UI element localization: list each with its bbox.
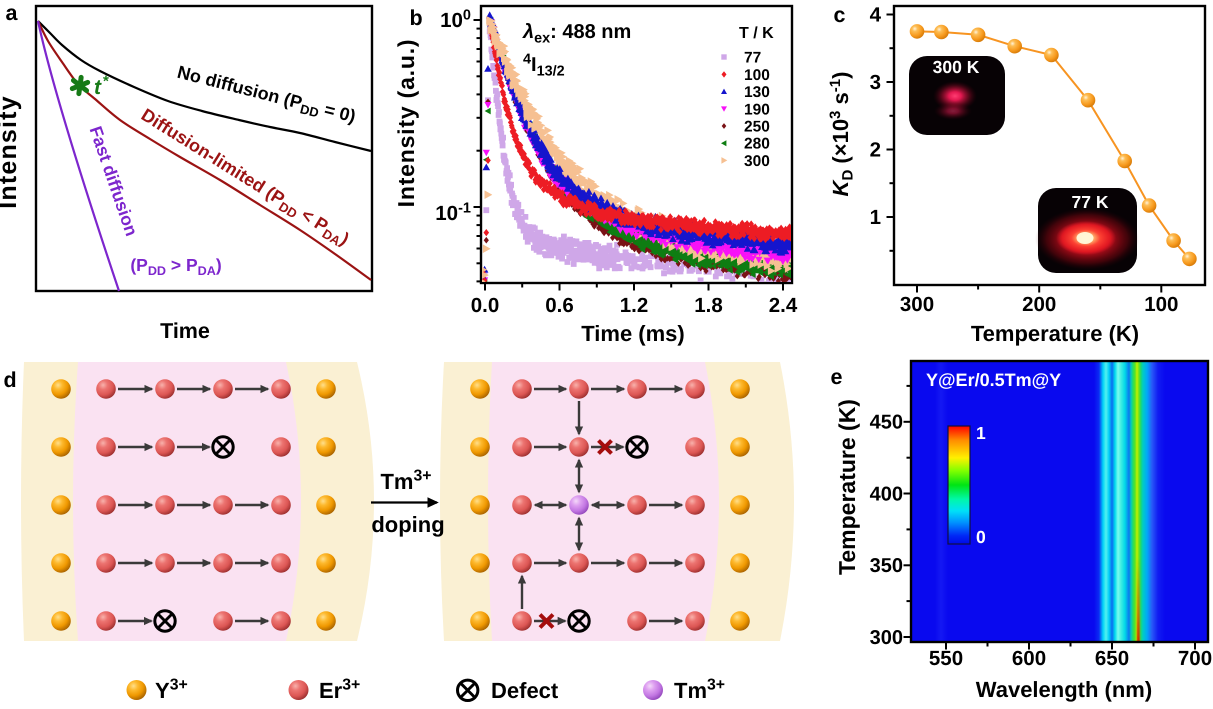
svg-text:600: 600 bbox=[1012, 647, 1046, 670]
svg-text:b: b bbox=[410, 6, 423, 30]
svg-text:1: 1 bbox=[976, 423, 986, 443]
svg-text:190: 190 bbox=[744, 101, 770, 118]
svg-text:4​I13/2​: 4​I13/2​ bbox=[523, 51, 565, 79]
svg-text:1: 1 bbox=[870, 206, 881, 229]
svg-text:Time (ms): Time (ms) bbox=[581, 321, 685, 346]
svg-text:Intensity (a.u.): Intensity (a.u.) bbox=[393, 39, 419, 208]
svg-text:0.6: 0.6 bbox=[545, 294, 574, 317]
svg-text:2.4: 2.4 bbox=[769, 294, 798, 317]
svg-text:Y3+​: Y3+​ bbox=[155, 677, 188, 703]
svg-text:0: 0 bbox=[976, 527, 986, 547]
svg-text:700: 700 bbox=[1178, 647, 1212, 670]
svg-text:*: * bbox=[103, 73, 109, 90]
svg-text:1.8: 1.8 bbox=[694, 294, 723, 317]
svg-text:Intensity: Intensity bbox=[0, 95, 22, 209]
svg-text:KD​ (×103​ s-1​): KD​ (×103​ s-1​) bbox=[827, 72, 857, 197]
svg-text:300 K: 300 K bbox=[933, 57, 980, 77]
svg-text:Time: Time bbox=[160, 319, 210, 343]
svg-text:1.2: 1.2 bbox=[620, 294, 649, 317]
svg-text:Y@Er/0.5Tm@Y: Y@Er/0.5Tm@Y bbox=[926, 370, 1061, 390]
svg-text:Tm3+​: Tm3+​ bbox=[674, 677, 725, 703]
svg-text:400: 400 bbox=[870, 483, 903, 505]
svg-text:Defect: Defect bbox=[491, 678, 559, 703]
svg-text:4: 4 bbox=[870, 4, 882, 27]
svg-text:300: 300 bbox=[744, 153, 770, 170]
svg-text:c: c bbox=[834, 3, 846, 27]
svg-text:77 K: 77 K bbox=[1072, 192, 1109, 212]
svg-text:Tm3+​: Tm3+​ bbox=[380, 468, 431, 494]
svg-text:Temperature (K): Temperature (K) bbox=[971, 321, 1139, 346]
svg-text:350: 350 bbox=[870, 555, 903, 577]
svg-text:550: 550 bbox=[929, 647, 963, 670]
svg-text:650: 650 bbox=[1095, 647, 1129, 670]
svg-text:300: 300 bbox=[870, 627, 903, 649]
svg-text:a: a bbox=[6, 1, 19, 25]
svg-text:Temperature (K): Temperature (K) bbox=[834, 399, 860, 575]
svg-text:Er3+​: Er3+​ bbox=[319, 677, 360, 703]
svg-text:77: 77 bbox=[744, 50, 761, 67]
svg-text:(PDD​ > PDA​): (PDD​ > PDA​) bbox=[130, 255, 221, 278]
svg-text:200: 200 bbox=[1022, 293, 1056, 316]
svg-text:2: 2 bbox=[870, 139, 881, 162]
svg-text:t: t bbox=[94, 76, 102, 99]
svg-text:T / K: T / K bbox=[739, 25, 774, 42]
svg-text:3: 3 bbox=[870, 71, 881, 94]
svg-text:0.0: 0.0 bbox=[471, 294, 500, 317]
svg-text:λex​: 488 nm: λex​: 488 nm bbox=[522, 21, 631, 46]
svg-text:Wavelength (nm): Wavelength (nm) bbox=[976, 677, 1152, 702]
svg-text:450: 450 bbox=[870, 412, 903, 434]
svg-text:100: 100 bbox=[744, 67, 770, 84]
svg-text:doping: doping bbox=[371, 512, 444, 537]
svg-text:100: 100 bbox=[1144, 293, 1178, 316]
svg-text:280: 280 bbox=[744, 136, 770, 153]
svg-text:250: 250 bbox=[744, 119, 770, 136]
svg-text:e: e bbox=[831, 365, 843, 389]
svg-text:300: 300 bbox=[900, 293, 934, 316]
svg-text:130: 130 bbox=[744, 84, 770, 101]
svg-text:d: d bbox=[4, 368, 17, 392]
